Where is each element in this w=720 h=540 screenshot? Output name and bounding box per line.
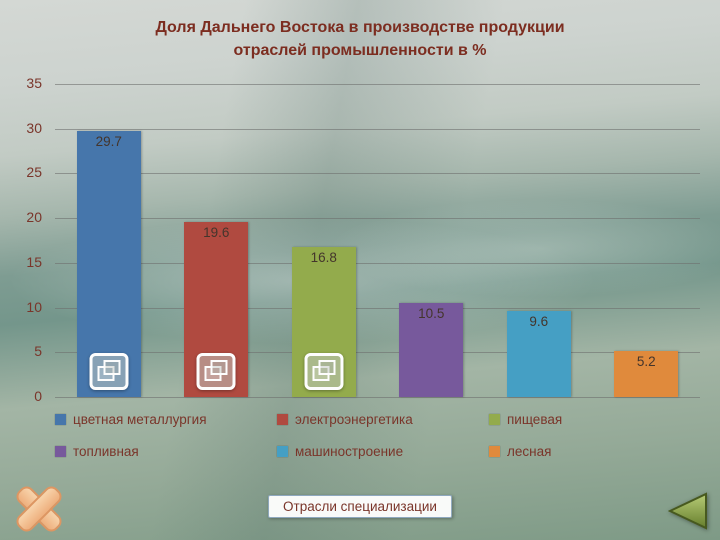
footer-label-box: Отрасли специализации xyxy=(268,495,452,518)
gridline xyxy=(55,218,700,220)
legend-item: топливная xyxy=(55,444,277,459)
legend-label: топливная xyxy=(73,444,139,459)
plot-area: 29.7 19.6 16.8 10.5 9.6 5.2 xyxy=(55,84,700,398)
legend-label: лесная xyxy=(507,444,552,459)
back-arrow-icon[interactable] xyxy=(668,492,708,530)
chart-title: Доля Дальнего Востока в производстве про… xyxy=(0,16,720,62)
chart-bar: 10.5 xyxy=(399,303,464,397)
gridline xyxy=(55,352,700,354)
y-tick-label: 0 xyxy=(34,388,42,404)
cascade-windows-icon xyxy=(304,353,344,390)
bar-chart: 0 5 10 15 20 25 30 35 29.7 19.6 16.8 10.5 9.6 5.2 xyxy=(0,75,720,404)
chart-bar: 16.8 xyxy=(291,246,356,397)
y-tick-label: 5 xyxy=(34,343,42,360)
legend-label: цветная металлургия xyxy=(73,412,207,427)
gridline xyxy=(55,84,700,85)
gridline xyxy=(55,307,700,309)
legend-swatch xyxy=(489,414,500,425)
legend-swatch xyxy=(55,446,66,457)
back-arrow-triangle xyxy=(668,492,707,530)
bar-value-label: 19.6 xyxy=(203,224,230,240)
chart-bar: 5.2 xyxy=(614,350,679,397)
legend-label: машиностроение xyxy=(295,444,404,459)
y-tick-label: 10 xyxy=(26,298,42,315)
chart-title-line2: отраслей промышленности в % xyxy=(233,42,487,60)
legend-label: электроэнергетика xyxy=(295,412,413,427)
bar-value-label: 10.5 xyxy=(418,306,445,322)
legend-item: машиностроение xyxy=(277,444,489,459)
legend-item: лесная xyxy=(489,444,700,459)
y-tick-label: 20 xyxy=(26,209,42,226)
bar-value-label: 5.2 xyxy=(636,353,656,369)
legend-item: электроэнергетика xyxy=(277,412,489,427)
legend-swatch xyxy=(55,414,66,425)
legend-swatch xyxy=(277,414,288,425)
y-tick-label: 15 xyxy=(26,253,42,270)
chart-legend: цветная металлургия электроэнергетика пище… xyxy=(55,412,700,459)
chart-bar: 19.6 xyxy=(184,221,249,397)
cascade-windows-icon xyxy=(196,353,236,390)
gridline xyxy=(55,262,700,264)
y-tick-label: 25 xyxy=(26,164,42,181)
legend-item: пищевая xyxy=(489,412,700,427)
chart-title-line1: Доля Дальнего Востока в производстве про… xyxy=(155,19,565,36)
legend-item: цветная металлургия xyxy=(55,412,277,427)
legend-label: пищевая xyxy=(507,412,563,427)
y-tick-label: 30 xyxy=(26,119,42,136)
gridline xyxy=(55,128,700,130)
cascade-windows-icon xyxy=(89,353,129,390)
bar-value-label: 16.8 xyxy=(310,249,337,265)
bar-value-label: 9.6 xyxy=(529,314,549,330)
y-axis: 0 5 10 15 20 25 30 35 xyxy=(0,75,46,404)
gridline xyxy=(55,397,700,398)
gridline xyxy=(55,173,700,175)
y-tick-label: 35 xyxy=(26,75,42,91)
chart-bar: 9.6 xyxy=(506,311,571,397)
legend-swatch xyxy=(489,446,500,457)
bar-value-label: 29.7 xyxy=(95,134,122,150)
legend-swatch xyxy=(277,446,288,457)
footer-label: Отрасли специализации xyxy=(283,499,437,514)
close-x-icon[interactable] xyxy=(13,483,65,535)
chart-bar: 29.7 xyxy=(76,131,141,397)
